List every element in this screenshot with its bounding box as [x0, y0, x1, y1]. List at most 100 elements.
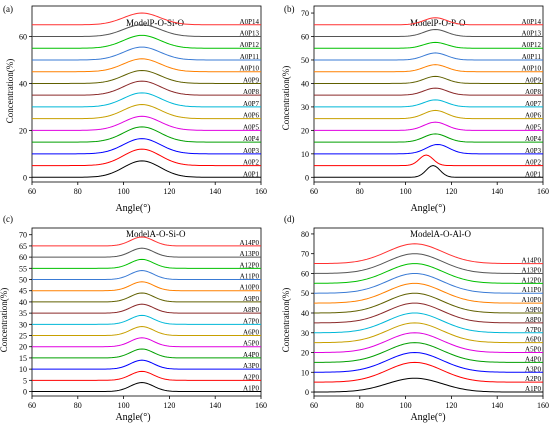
- series-label: A0P10: [240, 65, 260, 73]
- series-line-a8p0: [313, 302, 543, 324]
- series-line-a2p0: [32, 370, 261, 381]
- y-tick-label: 70: [301, 9, 309, 18]
- series-label: A7P0: [243, 317, 259, 325]
- series-line-a0p6: [32, 104, 261, 120]
- panel-d: (d) ModelA-O-Al-O Angle(°) Concentration…: [281, 214, 549, 423]
- series-label: A0P14: [240, 18, 260, 26]
- y-tick-label: 15: [19, 354, 27, 363]
- series-line-a6p0: [32, 326, 261, 337]
- series-line-a0p2: [32, 148, 261, 167]
- series-label: A3P0: [243, 362, 259, 370]
- y-tick-label: 40: [19, 79, 27, 88]
- x-tick-label: 160: [537, 401, 549, 410]
- series-label: A8P0: [243, 306, 259, 314]
- x-tick-label: 100: [118, 401, 130, 410]
- y-tick-label: 60: [301, 33, 309, 42]
- plot-frame: [31, 227, 262, 397]
- plot-frame: [31, 5, 262, 183]
- series-label: A0P2: [525, 159, 541, 167]
- series-label: A0P13: [240, 30, 260, 38]
- y-tick-label: 80: [301, 230, 309, 239]
- y-tick-label: 20: [19, 126, 27, 135]
- panel-label: (b): [284, 4, 295, 14]
- y-tick-label: 20: [301, 126, 309, 135]
- series-label: A0P4: [525, 135, 541, 143]
- series-line-a0p7: [32, 92, 261, 108]
- series-label: A9P0: [525, 306, 541, 314]
- series-label: A5P0: [525, 346, 541, 354]
- series-label: A0P3: [525, 147, 541, 155]
- series-line-a0p10: [314, 64, 543, 73]
- series-line-a0p8: [314, 87, 543, 96]
- panel-title: ModelA-O-Si-O: [126, 229, 186, 239]
- panel-label: (c): [3, 214, 13, 224]
- series-line-a13p0: [313, 253, 543, 274]
- panel-b: (b) ModelP-O-P-O Angle(°) Concentration(…: [281, 4, 549, 214]
- series-label: A0P2: [243, 159, 259, 167]
- x-tick-label: 80: [356, 187, 364, 196]
- series-label: A13P0: [522, 266, 542, 274]
- series-label: A14P0: [522, 257, 542, 265]
- series-label: A12P0: [522, 276, 542, 284]
- x-tick-label: 100: [400, 401, 412, 410]
- y-tick-label: 10: [301, 150, 309, 159]
- series-label: A6P0: [243, 329, 259, 337]
- series-line-a0p12: [314, 41, 543, 49]
- series-label: A0P7: [525, 100, 541, 108]
- series-line-a14p0: [32, 236, 261, 247]
- series-line-a10p0: [313, 282, 543, 304]
- y-axis-label: Concentration(%): [5, 59, 15, 123]
- x-tick-label: 120: [445, 401, 457, 410]
- series-line-a11p0: [32, 270, 261, 281]
- y-tick-label: 60: [19, 253, 27, 262]
- y-tick-label: 30: [301, 329, 309, 338]
- x-tick-label: 60: [28, 187, 36, 196]
- y-tick-label: 20: [301, 349, 309, 358]
- series-label: A0P7: [243, 100, 259, 108]
- x-tick-label: 140: [491, 187, 503, 196]
- x-tick-label: 120: [445, 187, 457, 196]
- series-label: A9P0: [243, 295, 259, 303]
- x-tick-label: 140: [491, 401, 503, 410]
- series-line-a5p0: [32, 337, 261, 348]
- y-tick-label: 50: [301, 56, 309, 65]
- x-tick-label: 100: [118, 187, 130, 196]
- y-axis-label: Concentration(%): [281, 288, 291, 352]
- series-line-a3p0: [32, 359, 261, 370]
- y-tick-label: 0: [305, 173, 309, 182]
- series-line-a0p7: [314, 99, 543, 108]
- y-tick-label: 0: [305, 388, 309, 397]
- series-label: A0P11: [522, 53, 542, 61]
- series-label: A4P0: [525, 355, 541, 363]
- panel-title: ModelP-O-Si-O: [126, 18, 184, 28]
- series-line-a0p2: [314, 154, 543, 167]
- series-line-a0p4: [314, 133, 543, 143]
- series-label: A14P0: [240, 239, 260, 247]
- y-tick-label: 50: [301, 289, 309, 298]
- series-label: A8P0: [525, 316, 541, 324]
- y-tick-label: 40: [19, 298, 27, 307]
- y-tick-label: 40: [301, 309, 309, 318]
- y-axis-label: Concentration(%): [281, 66, 291, 130]
- series-label: A3P0: [525, 365, 541, 373]
- series-label: A10P0: [522, 296, 542, 304]
- x-tick-label: 60: [310, 401, 318, 410]
- x-tick-label: 60: [310, 187, 318, 196]
- series-label: A13P0: [240, 250, 260, 258]
- x-tick-label: 120: [163, 187, 175, 196]
- x-axis-label: Angle(°): [410, 412, 445, 423]
- series-line-a10p0: [32, 281, 261, 292]
- series-line-a0p1: [32, 160, 261, 178]
- x-axis-label: Angle(°): [115, 412, 150, 423]
- series-line-a0p13: [314, 28, 543, 38]
- y-tick-label: 10: [19, 365, 27, 374]
- panel-label: (d): [284, 214, 295, 224]
- y-tick-label: 55: [19, 264, 27, 273]
- y-tick-label: 60: [301, 269, 309, 278]
- panel-title: ModelA-O-Al-O: [410, 229, 471, 239]
- series-line-a8p0: [32, 303, 261, 314]
- series-line-a0p3: [314, 143, 543, 155]
- series-line-a1p0: [32, 382, 261, 393]
- x-tick-label: 80: [356, 401, 364, 410]
